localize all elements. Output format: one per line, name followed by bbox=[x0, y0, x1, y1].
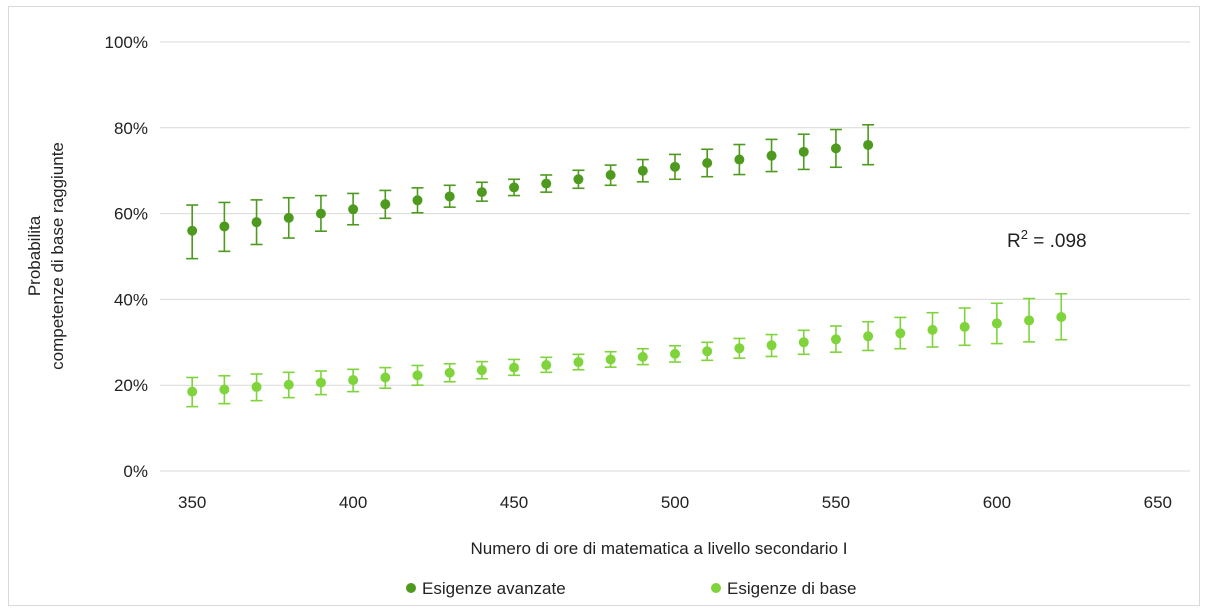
data-point-basic-560 bbox=[863, 331, 874, 342]
legend: Esigenze avanzate Esigenze di base bbox=[406, 579, 856, 598]
data-point-advanced-470 bbox=[573, 174, 584, 185]
data-point-advanced-450 bbox=[509, 182, 520, 193]
data-point-advanced-420 bbox=[412, 195, 423, 206]
y-axis-title-line1: Probabilita bbox=[25, 215, 44, 296]
data-point-advanced-500 bbox=[670, 161, 680, 172]
data-point-basic-460 bbox=[541, 360, 552, 371]
x-tick-label-600: 600 bbox=[983, 493, 1011, 512]
x-tick-label-350: 350 bbox=[178, 493, 206, 512]
data-point-basic-480 bbox=[605, 354, 616, 365]
series-basic bbox=[186, 293, 1068, 408]
data-point-basic-390 bbox=[315, 377, 326, 388]
data-point-basic-400 bbox=[348, 375, 359, 386]
data-point-basic-610 bbox=[1024, 315, 1035, 326]
data-point-basic-550 bbox=[830, 334, 841, 345]
data-point-basic-370 bbox=[251, 381, 262, 392]
x-tick-label-500: 500 bbox=[661, 493, 689, 512]
x-tick-label-650: 650 bbox=[1144, 493, 1172, 512]
data-point-advanced-440 bbox=[476, 187, 487, 198]
gridlines bbox=[160, 41, 1190, 472]
data-point-basic-360 bbox=[219, 384, 230, 395]
chart-frame bbox=[8, 6, 1200, 606]
r-squared-superscript: 2 bbox=[1021, 227, 1028, 242]
data-point-basic-590 bbox=[959, 321, 970, 332]
data-point-advanced-360 bbox=[219, 221, 230, 232]
x-axis-title: Numero di ore di matematica a livello se… bbox=[470, 539, 847, 558]
data-point-advanced-480 bbox=[605, 169, 616, 180]
data-point-basic-450 bbox=[509, 362, 520, 373]
data-point-advanced-380 bbox=[283, 212, 294, 223]
data-point-advanced-520 bbox=[734, 154, 745, 165]
r-squared-value: = .098 bbox=[1028, 231, 1087, 252]
data-point-advanced-350 bbox=[187, 225, 198, 236]
data-point-advanced-510 bbox=[702, 157, 713, 168]
data-point-basic-420 bbox=[412, 370, 423, 381]
data-point-advanced-490 bbox=[637, 165, 648, 176]
legend-marker-basic bbox=[711, 583, 721, 593]
legend-item-advanced[interactable]: Esigenze avanzate bbox=[406, 579, 566, 598]
data-point-basic-530 bbox=[766, 340, 777, 351]
data-point-advanced-560 bbox=[863, 139, 874, 150]
legend-item-basic[interactable]: Esigenze di base bbox=[711, 579, 856, 598]
y-tick-label-100: 100% bbox=[105, 33, 148, 52]
data-point-advanced-530 bbox=[766, 150, 777, 161]
data-point-basic-430 bbox=[444, 367, 455, 378]
r-squared-annotation: R2 = .098 bbox=[1007, 227, 1087, 252]
series-advanced bbox=[186, 123, 875, 260]
data-point-basic-520 bbox=[734, 343, 745, 354]
y-tick-label-80: 80% bbox=[114, 119, 148, 138]
data-point-basic-570 bbox=[895, 328, 906, 339]
x-tick-label-400: 400 bbox=[339, 493, 367, 512]
data-point-basic-580 bbox=[927, 324, 938, 335]
data-point-basic-470 bbox=[573, 357, 584, 368]
data-point-advanced-410 bbox=[380, 199, 391, 210]
legend-marker-advanced bbox=[406, 583, 416, 593]
x-tick-label-550: 550 bbox=[822, 493, 850, 512]
y-axis-ticks: 0% 20% 40% 60% 80% 100% bbox=[105, 33, 148, 481]
legend-label-advanced: Esigenze avanzate bbox=[422, 579, 566, 598]
data-point-basic-620 bbox=[1056, 311, 1067, 322]
data-point-basic-600 bbox=[991, 318, 1002, 329]
data-point-advanced-390 bbox=[315, 208, 326, 219]
x-axis-ticks: 350 400 450 500 550 600 650 bbox=[178, 493, 1172, 512]
data-point-advanced-370 bbox=[251, 217, 262, 228]
r-squared-prefix: R bbox=[1007, 231, 1021, 252]
x-tick-label-450: 450 bbox=[500, 493, 528, 512]
y-tick-label-40: 40% bbox=[114, 290, 148, 309]
legend-label-basic: Esigenze di base bbox=[727, 579, 856, 598]
data-point-basic-380 bbox=[283, 379, 294, 390]
y-tick-label-20: 20% bbox=[114, 376, 148, 395]
data-point-advanced-460 bbox=[541, 178, 552, 189]
data-point-basic-540 bbox=[798, 337, 809, 348]
y-tick-label-60: 60% bbox=[114, 205, 148, 224]
y-axis-title-line2: competenze di base raggiunte bbox=[48, 142, 67, 370]
y-tick-label-0: 0% bbox=[123, 462, 148, 481]
data-point-advanced-400 bbox=[348, 204, 359, 215]
data-point-basic-410 bbox=[380, 372, 391, 383]
data-point-basic-490 bbox=[637, 351, 648, 362]
data-point-basic-440 bbox=[476, 365, 487, 376]
data-point-advanced-550 bbox=[830, 143, 841, 154]
data-point-advanced-540 bbox=[798, 146, 809, 157]
data-marks bbox=[186, 123, 1068, 408]
data-point-advanced-430 bbox=[444, 191, 455, 202]
data-point-basic-350 bbox=[187, 386, 198, 397]
data-point-basic-500 bbox=[670, 348, 680, 359]
data-point-basic-510 bbox=[702, 346, 713, 357]
